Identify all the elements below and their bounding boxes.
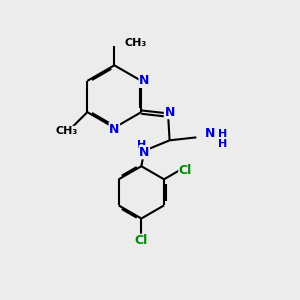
Text: N: N xyxy=(205,127,215,140)
Text: CH₃: CH₃ xyxy=(56,126,78,136)
Text: CH₃: CH₃ xyxy=(125,38,147,48)
Text: N: N xyxy=(164,106,175,118)
Text: H: H xyxy=(218,129,227,139)
Text: H: H xyxy=(137,140,146,150)
Text: Cl: Cl xyxy=(135,234,148,247)
Text: N: N xyxy=(139,146,149,159)
Text: H: H xyxy=(218,139,227,149)
Text: N: N xyxy=(139,74,149,87)
Text: Cl: Cl xyxy=(179,164,192,177)
Text: N: N xyxy=(109,123,119,136)
